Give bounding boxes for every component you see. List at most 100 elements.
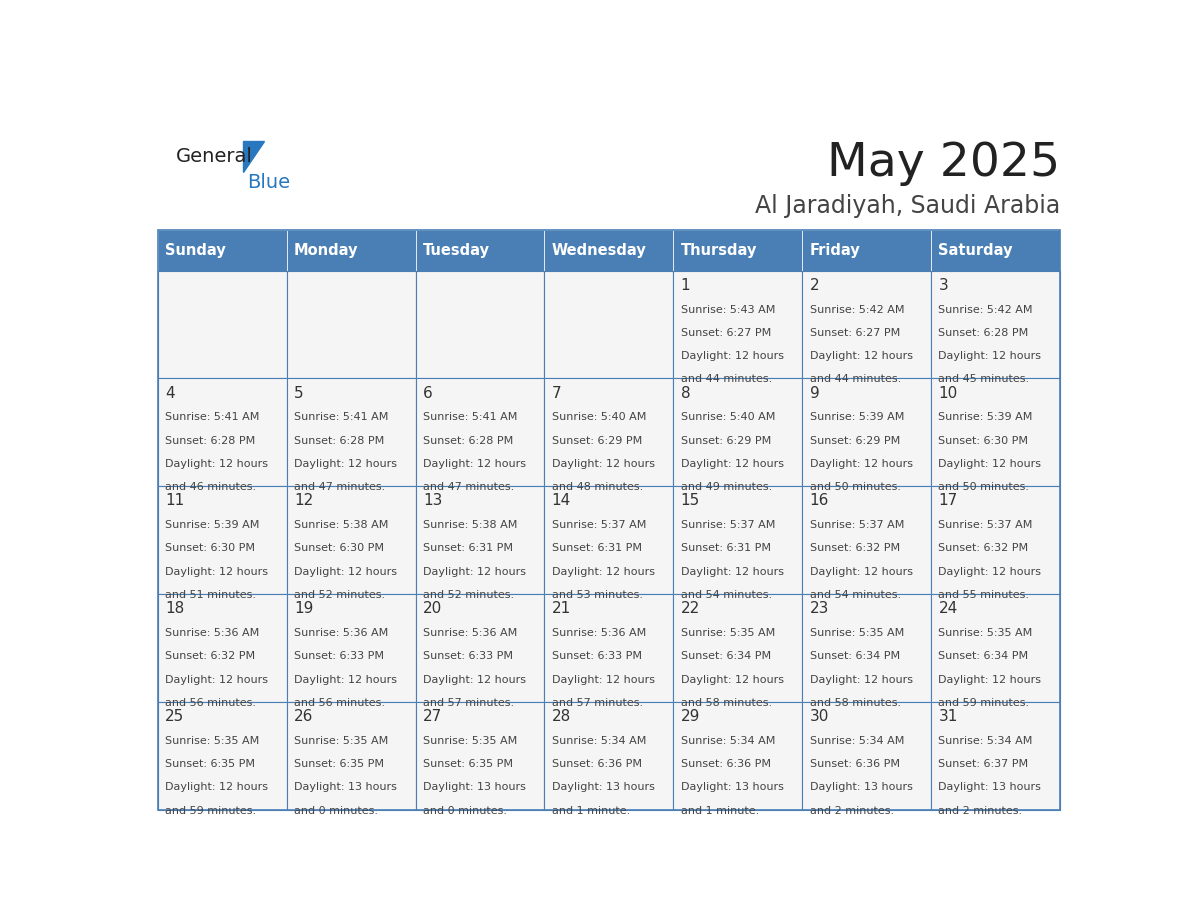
Text: Daylight: 12 hours: Daylight: 12 hours <box>939 566 1042 577</box>
Text: and 52 minutes.: and 52 minutes. <box>293 590 385 599</box>
Text: Sunset: 6:31 PM: Sunset: 6:31 PM <box>551 543 642 554</box>
Text: and 47 minutes.: and 47 minutes. <box>293 482 385 492</box>
Text: and 47 minutes.: and 47 minutes. <box>423 482 514 492</box>
Text: Sunrise: 5:37 AM: Sunrise: 5:37 AM <box>551 521 646 531</box>
Text: Sunrise: 5:43 AM: Sunrise: 5:43 AM <box>681 305 775 315</box>
Bar <box>158 271 286 378</box>
Text: 20: 20 <box>423 601 442 616</box>
Text: 31: 31 <box>939 709 958 724</box>
Bar <box>544 594 674 702</box>
Text: Daylight: 12 hours: Daylight: 12 hours <box>165 459 268 469</box>
Text: Sunset: 6:33 PM: Sunset: 6:33 PM <box>293 652 384 661</box>
Text: Daylight: 12 hours: Daylight: 12 hours <box>293 566 397 577</box>
Text: and 54 minutes.: and 54 minutes. <box>681 590 772 599</box>
Text: Sunday: Sunday <box>165 243 226 258</box>
Text: and 56 minutes.: and 56 minutes. <box>165 698 257 708</box>
Text: Daylight: 12 hours: Daylight: 12 hours <box>939 459 1042 469</box>
Bar <box>802 487 931 594</box>
Bar <box>802 702 931 810</box>
Bar <box>158 702 286 810</box>
Text: Daylight: 12 hours: Daylight: 12 hours <box>551 566 655 577</box>
Text: Sunrise: 5:42 AM: Sunrise: 5:42 AM <box>939 305 1032 315</box>
Bar <box>674 702 802 810</box>
Text: Sunset: 6:34 PM: Sunset: 6:34 PM <box>681 652 771 661</box>
Bar <box>286 594 416 702</box>
Text: and 49 minutes.: and 49 minutes. <box>681 482 772 492</box>
Bar <box>158 230 1060 810</box>
Text: and 58 minutes.: and 58 minutes. <box>681 698 772 708</box>
Text: and 50 minutes.: and 50 minutes. <box>809 482 901 492</box>
Text: 23: 23 <box>809 601 829 616</box>
Text: Daylight: 12 hours: Daylight: 12 hours <box>293 459 397 469</box>
Text: Sunset: 6:27 PM: Sunset: 6:27 PM <box>681 328 771 338</box>
Text: Sunrise: 5:35 AM: Sunrise: 5:35 AM <box>165 736 259 746</box>
Bar <box>674 594 802 702</box>
Text: Daylight: 12 hours: Daylight: 12 hours <box>423 459 526 469</box>
Text: Sunset: 6:36 PM: Sunset: 6:36 PM <box>809 759 899 769</box>
Bar <box>674 230 802 271</box>
Bar <box>158 594 286 702</box>
Bar <box>158 378 286 487</box>
Text: Daylight: 13 hours: Daylight: 13 hours <box>551 782 655 792</box>
Text: Sunrise: 5:35 AM: Sunrise: 5:35 AM <box>423 736 517 746</box>
Text: Sunrise: 5:39 AM: Sunrise: 5:39 AM <box>165 521 259 531</box>
Text: Sunrise: 5:35 AM: Sunrise: 5:35 AM <box>681 628 775 638</box>
Text: Sunrise: 5:36 AM: Sunrise: 5:36 AM <box>423 628 517 638</box>
Bar <box>544 378 674 487</box>
Text: Daylight: 12 hours: Daylight: 12 hours <box>681 566 784 577</box>
Text: Monday: Monday <box>293 243 359 258</box>
Text: 27: 27 <box>423 709 442 724</box>
Text: Saturday: Saturday <box>939 243 1013 258</box>
Text: May 2025: May 2025 <box>827 140 1060 185</box>
Text: and 44 minutes.: and 44 minutes. <box>809 375 901 384</box>
Text: Sunset: 6:33 PM: Sunset: 6:33 PM <box>551 652 642 661</box>
Text: Sunrise: 5:34 AM: Sunrise: 5:34 AM <box>551 736 646 746</box>
Text: Daylight: 12 hours: Daylight: 12 hours <box>681 459 784 469</box>
Text: Sunrise: 5:35 AM: Sunrise: 5:35 AM <box>809 628 904 638</box>
Text: Sunrise: 5:37 AM: Sunrise: 5:37 AM <box>809 521 904 531</box>
Text: 2: 2 <box>809 277 820 293</box>
Bar <box>416 271 544 378</box>
Text: Friday: Friday <box>809 243 860 258</box>
Text: Sunset: 6:36 PM: Sunset: 6:36 PM <box>551 759 642 769</box>
Text: Sunrise: 5:40 AM: Sunrise: 5:40 AM <box>551 412 646 422</box>
Text: 15: 15 <box>681 493 700 509</box>
Text: and 55 minutes.: and 55 minutes. <box>939 590 1030 599</box>
Bar <box>286 487 416 594</box>
Text: 24: 24 <box>939 601 958 616</box>
Bar <box>544 271 674 378</box>
Text: Al Jaradiyah, Saudi Arabia: Al Jaradiyah, Saudi Arabia <box>754 194 1060 218</box>
Text: Sunset: 6:28 PM: Sunset: 6:28 PM <box>165 436 255 445</box>
Text: Sunset: 6:28 PM: Sunset: 6:28 PM <box>423 436 513 445</box>
Bar <box>802 378 931 487</box>
Bar <box>802 230 931 271</box>
Text: 14: 14 <box>551 493 571 509</box>
Text: Daylight: 12 hours: Daylight: 12 hours <box>551 459 655 469</box>
Bar <box>674 378 802 487</box>
Text: Daylight: 12 hours: Daylight: 12 hours <box>293 675 397 685</box>
Text: Blue: Blue <box>247 174 290 193</box>
Text: and 2 minutes.: and 2 minutes. <box>809 806 893 815</box>
Text: 5: 5 <box>293 386 304 400</box>
Text: General: General <box>176 147 253 165</box>
Text: Sunrise: 5:36 AM: Sunrise: 5:36 AM <box>165 628 259 638</box>
Text: Sunrise: 5:38 AM: Sunrise: 5:38 AM <box>423 521 517 531</box>
Text: Sunset: 6:32 PM: Sunset: 6:32 PM <box>165 652 255 661</box>
Text: Sunset: 6:29 PM: Sunset: 6:29 PM <box>809 436 899 445</box>
Text: Sunset: 6:32 PM: Sunset: 6:32 PM <box>809 543 899 554</box>
Bar <box>674 487 802 594</box>
Text: Sunrise: 5:34 AM: Sunrise: 5:34 AM <box>939 736 1032 746</box>
Bar <box>286 271 416 378</box>
Text: Sunrise: 5:36 AM: Sunrise: 5:36 AM <box>551 628 646 638</box>
Text: Daylight: 12 hours: Daylight: 12 hours <box>809 351 912 361</box>
Text: Wednesday: Wednesday <box>551 243 646 258</box>
Bar <box>286 230 416 271</box>
Text: Sunset: 6:27 PM: Sunset: 6:27 PM <box>809 328 899 338</box>
Bar <box>416 594 544 702</box>
Text: Daylight: 12 hours: Daylight: 12 hours <box>165 566 268 577</box>
Bar <box>286 378 416 487</box>
Text: Daylight: 12 hours: Daylight: 12 hours <box>939 351 1042 361</box>
Polygon shape <box>244 140 264 172</box>
Text: and 1 minute.: and 1 minute. <box>551 806 630 815</box>
Text: Sunset: 6:34 PM: Sunset: 6:34 PM <box>809 652 899 661</box>
